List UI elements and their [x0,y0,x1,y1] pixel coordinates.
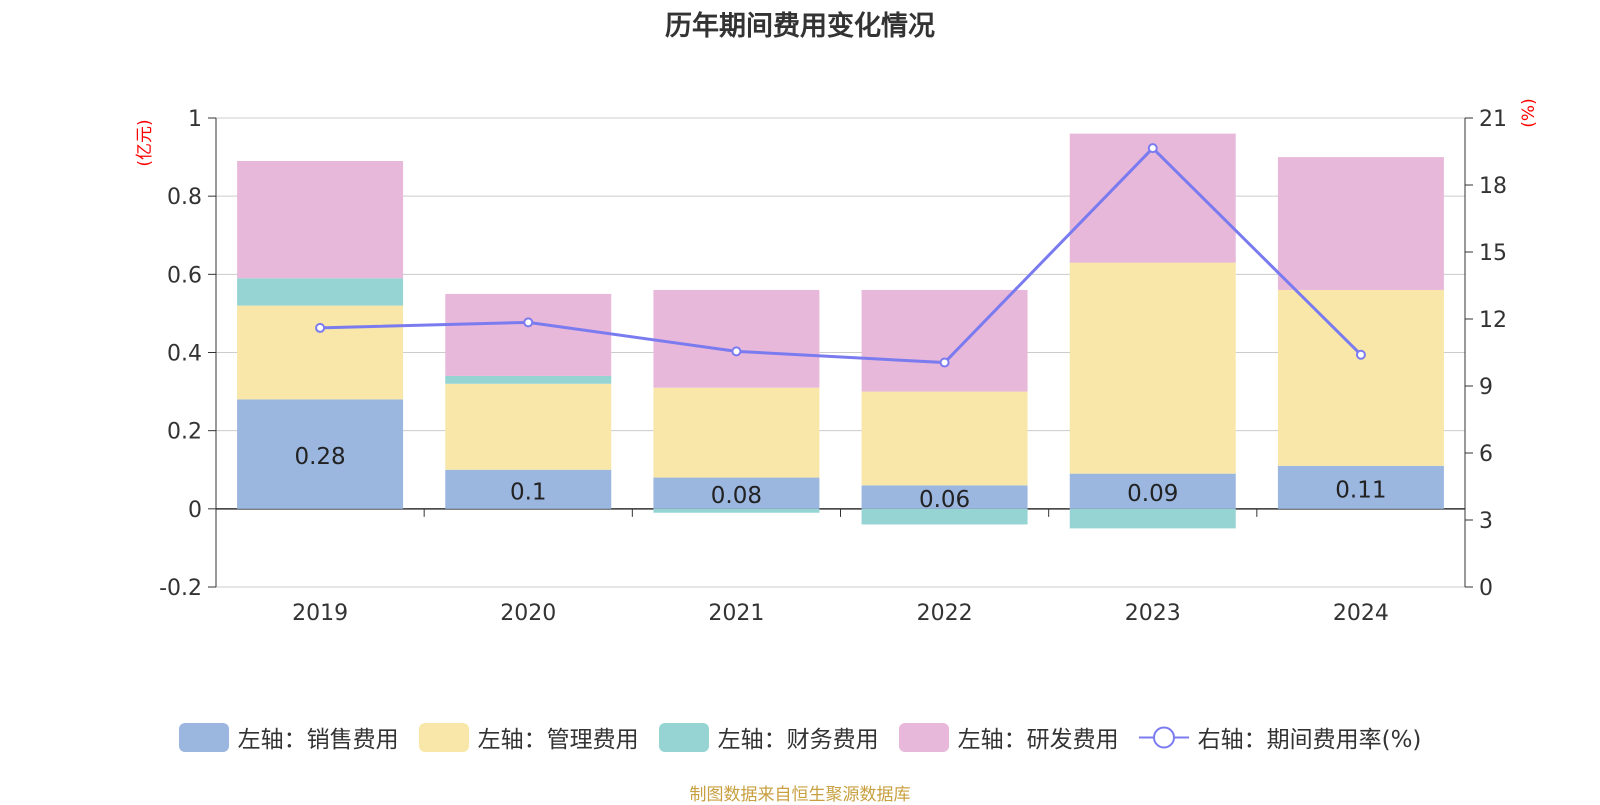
bar-segment-2 [237,278,404,306]
bar-segment-1 [237,305,404,400]
left-axis-unit-label: (亿元) [135,119,155,166]
x-axis-tick-label: 2019 [292,601,348,626]
bar-segment-1 [1069,262,1236,474]
right-axis-tick-label: 3 [1479,509,1493,534]
right-axis-tick-label: 9 [1479,375,1493,400]
x-axis-tick-label: 2020 [500,601,556,626]
x-axis-tick-label: 2024 [1333,601,1389,626]
left-axis-tick-label: 0.2 [167,420,202,445]
right-axis-tick-label: 15 [1479,241,1507,266]
legend-swatch-finance [658,722,709,752]
bar-segment-0 [445,469,612,509]
x-axis-tick-label: 2022 [917,601,973,626]
right-axis-tick-label: 18 [1479,174,1507,199]
legend-item-finance[interactable]: 左轴：财务费用 [658,720,879,754]
expense-rate-point [1147,143,1158,154]
right-axis-tick-label: 6 [1479,442,1493,467]
legend-label-sales: 左轴：销售费用 [237,727,399,753]
right-axis-tick-label: 12 [1479,308,1507,333]
bar-segment-1 [861,391,1028,486]
left-axis-tick-label: 1 [188,107,202,132]
bar-segment-3 [1069,133,1236,263]
x-axis-tick-label: 2021 [708,601,764,626]
bar-segment-2 [653,508,820,513]
bar-segment-2 [445,375,612,384]
legend-label-rd: 左轴：研发费用 [957,727,1119,753]
bar-data-label: 0.08 [711,483,762,509]
bar-segment-3 [653,289,820,388]
left-axis-tick-label: 0.8 [167,185,202,210]
expense-rate-line [320,146,1362,365]
expense-rate-point [731,346,742,357]
bar-segment-3 [1277,157,1444,290]
bar-segment-0 [1277,465,1444,509]
legend-swatch-rd [898,722,949,752]
bar-segment-0 [861,485,1028,509]
bar-segment-0 [237,399,404,509]
legend-item-rd[interactable]: 左轴：研发费用 [898,720,1119,754]
legend-swatch-sales [178,722,229,752]
legend-item-admin[interactable]: 左轴：管理费用 [418,720,639,754]
chart-legend: 左轴：销售费用 左轴：管理费用 左轴：财务费用 左轴：研发费用 右轴：期间费用率… [0,720,1600,754]
bar-segment-3 [237,160,404,279]
bar-data-label: 0.11 [1335,477,1386,503]
legend-swatch-admin [418,722,469,752]
legend-label-admin: 左轴：管理费用 [477,727,639,753]
x-axis-tick-label: 2023 [1125,601,1181,626]
legend-item-expense-rate[interactable]: 右轴：期间费用率(%) [1138,720,1422,754]
expense-rate-point [315,322,326,333]
legend-line-marker-icon [1138,726,1189,748]
left-axis-tick-label: 0 [188,498,202,523]
expense-rate-point [939,357,950,368]
bar-data-label: 0.28 [294,444,345,470]
bar-data-label: 0.06 [919,487,970,513]
left-axis-tick-label: 0.4 [167,342,202,367]
right-axis-unit-label: (%) [1519,98,1539,127]
chart-title: 历年期间费用变化情况 [665,11,935,42]
expense-rate-point [1355,349,1366,360]
bar-segment-3 [861,289,1028,392]
left-axis-tick-label: 0.6 [167,263,202,288]
bar-segment-2 [861,508,1028,525]
right-axis-tick-label: 21 [1479,107,1507,132]
expense-rate-point [523,317,534,328]
bar-segment-0 [1069,473,1236,509]
data-source-note: 制图数据来自恒生聚源数据库 [689,785,911,805]
bar-segment-3 [445,293,612,376]
legend-label-finance: 左轴：财务费用 [717,727,879,753]
legend-label-expense-rate: 右轴：期间费用率(%) [1197,727,1422,753]
bar-segment-0 [653,477,820,509]
bar-segment-2 [1069,508,1236,529]
bar-segment-1 [653,387,820,478]
right-axis-tick-label: 0 [1479,576,1493,601]
bar-data-label: 0.1 [510,479,547,505]
bar-data-label: 0.09 [1127,481,1178,507]
legend-item-sales[interactable]: 左轴：销售费用 [178,720,399,754]
bar-segment-1 [1277,289,1444,466]
bar-segment-1 [445,383,612,470]
left-axis-tick-label: -0.2 [159,576,202,601]
